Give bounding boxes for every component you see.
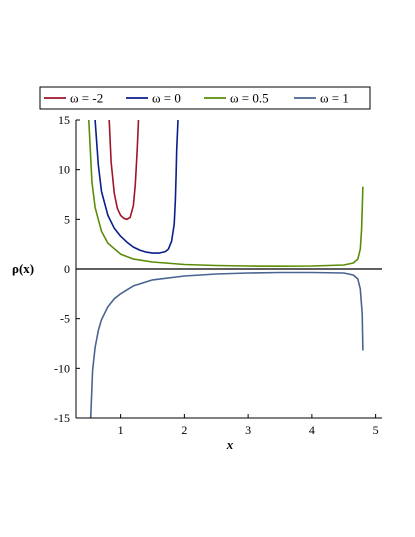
y-tick-label: 10 bbox=[58, 163, 70, 177]
series-line-2 bbox=[94, 119, 179, 254]
x-tick-label: 2 bbox=[181, 423, 187, 437]
axes: 15 10 5 0 -5 -10 -15 1 2 3 4 5 bbox=[54, 113, 382, 437]
legend-label-2: ω = 0 bbox=[152, 91, 181, 106]
y-tick-label: 15 bbox=[58, 113, 70, 127]
x-tick-label: 4 bbox=[309, 423, 315, 437]
y-axis-label: ρ(x) bbox=[12, 261, 34, 276]
y-tick-label: -10 bbox=[54, 361, 70, 375]
x-tick-label: 5 bbox=[373, 423, 379, 437]
series-line-4 bbox=[89, 271, 364, 419]
legend: ω = -2 ω = 0 ω = 0.5 ω = 1 bbox=[39, 86, 371, 110]
y-tick-label: 0 bbox=[64, 262, 70, 276]
y-tick-label: 5 bbox=[64, 212, 70, 226]
y-tick-label: -15 bbox=[54, 411, 70, 425]
x-axis-label: x bbox=[226, 437, 234, 452]
legend-label-1: ω = -2 bbox=[70, 91, 103, 106]
y-tick-label: -5 bbox=[60, 312, 70, 326]
legend-label-4: ω = 1 bbox=[320, 91, 349, 106]
series-line-1 bbox=[108, 119, 140, 221]
x-tick-label: 1 bbox=[118, 423, 124, 437]
series-line-3 bbox=[88, 119, 364, 267]
x-tick-label: 3 bbox=[245, 423, 251, 437]
plot-area bbox=[88, 119, 364, 419]
legend-label-3: ω = 0.5 bbox=[230, 91, 269, 106]
